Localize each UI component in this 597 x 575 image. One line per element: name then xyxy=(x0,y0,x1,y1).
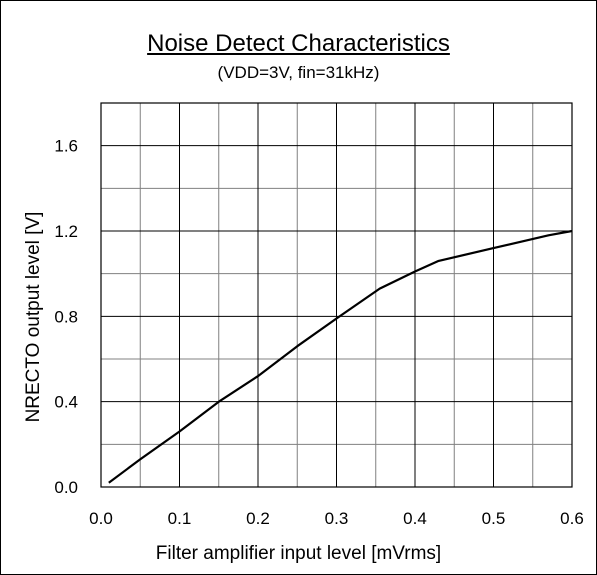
y-tick-label: 1.6 xyxy=(54,137,78,156)
x-tick-label: 0.1 xyxy=(168,509,192,528)
x-tick-label: 0.2 xyxy=(246,509,270,528)
x-axis-label: Filter amplifier input level [mVrms] xyxy=(155,543,442,564)
y-tick-label: 0.4 xyxy=(54,393,78,412)
y-tick-label: 0.8 xyxy=(54,307,78,326)
x-tick-label: 0.6 xyxy=(560,509,584,528)
series-line xyxy=(108,229,573,484)
x-tick-label: 0.0 xyxy=(89,509,113,528)
chart-title: Noise Detect Characteristics xyxy=(147,30,450,57)
y-tick-label: 1.2 xyxy=(54,222,78,241)
x-tick-label: 0.3 xyxy=(325,509,349,528)
chart-subtitle: (VDD=3V, fin=31kHz) xyxy=(217,63,380,82)
plot-border xyxy=(100,102,573,488)
x-tick-label: 0.4 xyxy=(403,509,427,528)
y-tick-label: 0.0 xyxy=(54,478,78,497)
x-tick-label: 0.5 xyxy=(482,509,506,528)
